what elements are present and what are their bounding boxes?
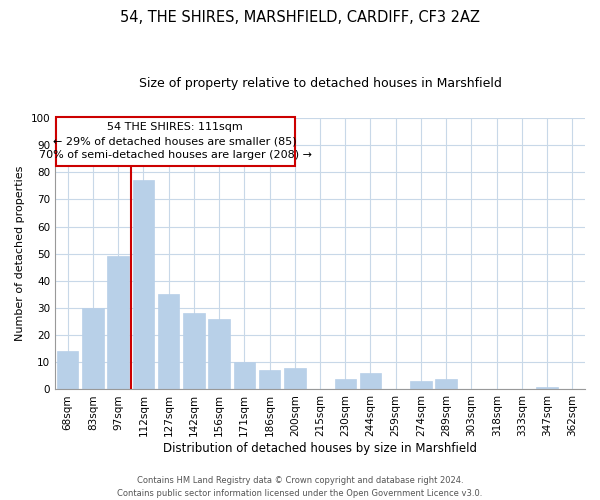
Bar	[360, 373, 381, 390]
Text: Contains HM Land Registry data © Crown copyright and database right 2024.
Contai: Contains HM Land Registry data © Crown c…	[118, 476, 482, 498]
Bar	[436, 378, 457, 390]
Bar	[208, 319, 230, 390]
Bar	[335, 378, 356, 390]
Bar	[107, 256, 129, 390]
Bar	[82, 308, 104, 390]
Bar	[183, 314, 205, 390]
Text: 54, THE SHIRES, MARSHFIELD, CARDIFF, CF3 2AZ: 54, THE SHIRES, MARSHFIELD, CARDIFF, CF3…	[120, 10, 480, 25]
Title: Size of property relative to detached houses in Marshfield: Size of property relative to detached ho…	[139, 78, 502, 90]
Bar	[233, 362, 255, 390]
Bar	[536, 386, 558, 390]
Bar	[158, 294, 179, 390]
FancyBboxPatch shape	[56, 116, 295, 166]
Bar	[284, 368, 305, 390]
Bar	[133, 180, 154, 390]
Y-axis label: Number of detached properties: Number of detached properties	[15, 166, 25, 342]
X-axis label: Distribution of detached houses by size in Marshfield: Distribution of detached houses by size …	[163, 442, 477, 455]
Text: 54 THE SHIRES: 111sqm
← 29% of detached houses are smaller (85)
70% of semi-deta: 54 THE SHIRES: 111sqm ← 29% of detached …	[38, 122, 311, 160]
Bar	[259, 370, 280, 390]
Bar	[410, 382, 431, 390]
Bar	[57, 352, 79, 390]
